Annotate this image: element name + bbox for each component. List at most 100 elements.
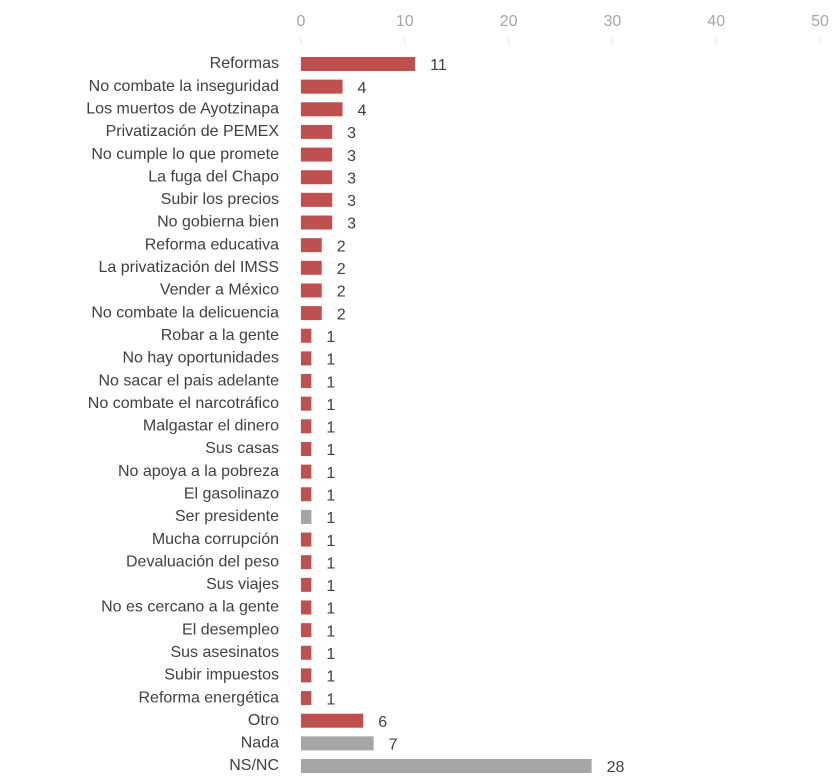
value-label: 1: [326, 669, 335, 686]
bar: [301, 487, 312, 502]
bar: [301, 759, 592, 773]
category-label: Vender a México: [160, 282, 279, 299]
bar: [301, 374, 312, 389]
bar: [301, 532, 312, 547]
bar: [301, 102, 343, 117]
value-label: 6: [378, 714, 387, 731]
category-label: El desempleo: [182, 621, 279, 638]
bar: [301, 691, 312, 706]
category-label: Mucha corrupción: [152, 531, 279, 548]
x-tick-label: 50: [811, 13, 829, 30]
bar: [301, 419, 312, 434]
category-label: NS/NC: [229, 757, 279, 774]
bar: [301, 623, 312, 638]
category-label: No combate la inseguridad: [89, 78, 279, 95]
bar: [301, 260, 322, 275]
category-label: Subir los precios: [161, 191, 279, 208]
category-label: Reformas: [210, 55, 279, 72]
value-label: 3: [347, 148, 356, 165]
category-label: La privatización del IMSS: [98, 259, 279, 276]
category-label: Devaluación del peso: [126, 553, 279, 570]
category-label: Otro: [248, 712, 279, 729]
category-label: No cumple lo que promete: [91, 146, 279, 163]
bar: [301, 668, 312, 683]
category-label: No apoya a la pobreza: [118, 463, 279, 480]
value-label: 4: [358, 103, 367, 120]
value-label: 1: [326, 352, 335, 369]
category-label: Subir impuestos: [164, 667, 279, 684]
bar: [301, 600, 312, 615]
bar: [301, 192, 333, 207]
category-label: Privatización de PEMEX: [106, 123, 280, 140]
category-label: No es cercano a la gente: [101, 599, 279, 616]
category-label: Ser presidente: [175, 508, 279, 525]
category-label: Nada: [241, 735, 279, 752]
bar: [301, 306, 322, 321]
value-label: 1: [326, 442, 335, 459]
value-label: 28: [607, 759, 625, 774]
category-label: No gobierna bien: [157, 214, 279, 231]
value-label: 1: [326, 487, 335, 504]
bar: [301, 577, 312, 592]
bar: [301, 170, 333, 185]
bar: [301, 215, 333, 230]
value-label: 1: [326, 533, 335, 550]
bar: [301, 238, 322, 253]
value-label: 1: [326, 329, 335, 346]
value-label: 2: [337, 261, 346, 278]
bar: [301, 147, 333, 162]
value-label: 1: [326, 691, 335, 708]
bar: [301, 441, 312, 456]
value-label: 2: [337, 306, 346, 323]
value-label: 1: [326, 623, 335, 640]
bar: [301, 79, 343, 94]
value-label: 3: [347, 125, 356, 142]
bar: [301, 396, 312, 411]
bar: [301, 713, 364, 728]
value-label: 1: [326, 420, 335, 437]
category-label: Robar a la gente: [161, 327, 279, 344]
category-label: Sus viajes: [206, 576, 279, 593]
value-label: 3: [347, 216, 356, 233]
category-label: El gasolinazo: [184, 485, 279, 502]
x-tick-label: 40: [707, 13, 725, 30]
bar: [301, 736, 374, 751]
x-tick-label: 0: [297, 13, 306, 30]
category-label: Reforma educativa: [145, 236, 279, 253]
bar: [301, 464, 312, 479]
category-label: Reforma energética: [138, 689, 279, 706]
category-label: Malgastar el dinero: [143, 418, 279, 435]
value-label: 3: [347, 193, 356, 210]
value-label: 4: [358, 80, 367, 97]
bar: [301, 509, 312, 524]
category-label: No combate el narcotráfico: [88, 395, 279, 412]
x-tick-label: 20: [500, 13, 518, 30]
bar: [301, 328, 312, 343]
value-label: 1: [326, 397, 335, 414]
bar: [301, 351, 312, 366]
value-label: 1: [326, 555, 335, 572]
value-label: 11: [430, 57, 447, 74]
value-label: 1: [326, 646, 335, 663]
category-label: La fuga del Chapo: [148, 168, 279, 185]
bar: [301, 645, 312, 660]
value-label: 1: [326, 601, 335, 618]
value-label: 2: [337, 284, 346, 301]
category-label: No hay oportunidades: [122, 350, 279, 367]
category-label: Sus asesinatos: [170, 644, 279, 661]
value-label: 1: [326, 578, 335, 595]
value-label: 7: [389, 737, 398, 754]
x-tick-label: 30: [604, 13, 622, 30]
category-label: No combate la delicuencia: [91, 304, 279, 321]
x-tick-label: 10: [396, 13, 414, 30]
bar: [301, 555, 312, 570]
value-label: 1: [326, 465, 335, 482]
value-label: 3: [347, 170, 356, 187]
bar: [301, 283, 322, 298]
category-label: Los muertos de Ayotzinapa: [86, 101, 279, 118]
category-label: No sacar el pais adelante: [98, 372, 279, 389]
category-label: Sus casas: [205, 440, 279, 457]
value-label: 2: [337, 238, 346, 255]
